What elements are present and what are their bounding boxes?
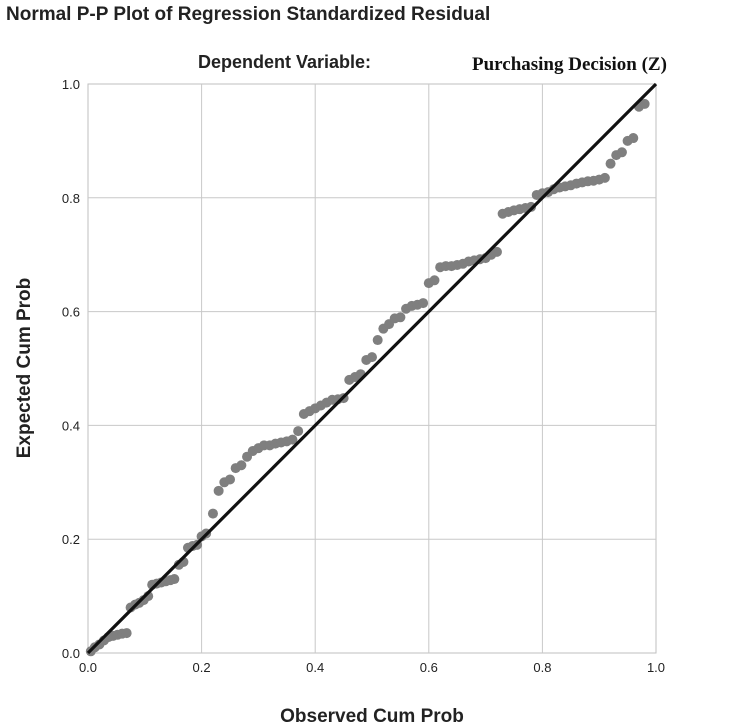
data-point: [287, 434, 298, 445]
data-point: [599, 172, 610, 183]
data-point: [293, 426, 304, 437]
tick-labels: 0.0 0.2 0.4 0.6 0.8 1.0 0.0 0.2 0.4 0.6 0.8 1.0: [62, 77, 665, 675]
dependent-variable-value: Purchasing Decision (Z): [472, 54, 667, 75]
data-point: [491, 246, 502, 257]
x-tick-label: 0.4: [306, 660, 324, 675]
data-point: [628, 133, 639, 144]
data-point: [429, 275, 440, 286]
dependent-variable-label: Dependent Variable:: [198, 52, 372, 72]
reference-line: [86, 82, 658, 655]
data-point: [616, 147, 627, 158]
x-tick-label: 0.8: [533, 660, 551, 675]
y-tick-label: 1.0: [62, 77, 80, 92]
y-tick-label: 0.0: [62, 646, 80, 661]
y-axis-title: Expected Cum Prob: [14, 278, 35, 459]
data-point: [372, 335, 383, 346]
y-tick-label: 0.8: [62, 191, 80, 206]
y-tick-label: 0.4: [62, 418, 80, 433]
data-point: [236, 460, 247, 471]
data-point: [213, 485, 224, 496]
data-point: [526, 201, 537, 212]
x-tick-label: 0.2: [193, 660, 211, 675]
data-point: [605, 158, 616, 169]
y-tick-label: 0.2: [62, 532, 80, 547]
data-point: [418, 298, 429, 309]
chart-title: Normal P-P Plot of Regression Standardiz…: [6, 4, 491, 25]
data-point: [367, 352, 377, 363]
x-tick-label: 1.0: [647, 660, 665, 675]
x-axis-title: Observed Cum Prob: [280, 706, 464, 727]
y-tick-label: 0.6: [62, 305, 80, 320]
grid-lines: [88, 84, 656, 653]
data-point: [169, 574, 180, 585]
data-point: [225, 474, 235, 485]
data-point: [639, 98, 650, 109]
x-tick-label: 0.6: [420, 660, 438, 675]
data-points: [85, 98, 650, 657]
x-tick-label: 0.0: [79, 660, 97, 675]
data-point: [395, 312, 406, 323]
data-point: [121, 628, 132, 639]
data-point: [207, 508, 218, 519]
